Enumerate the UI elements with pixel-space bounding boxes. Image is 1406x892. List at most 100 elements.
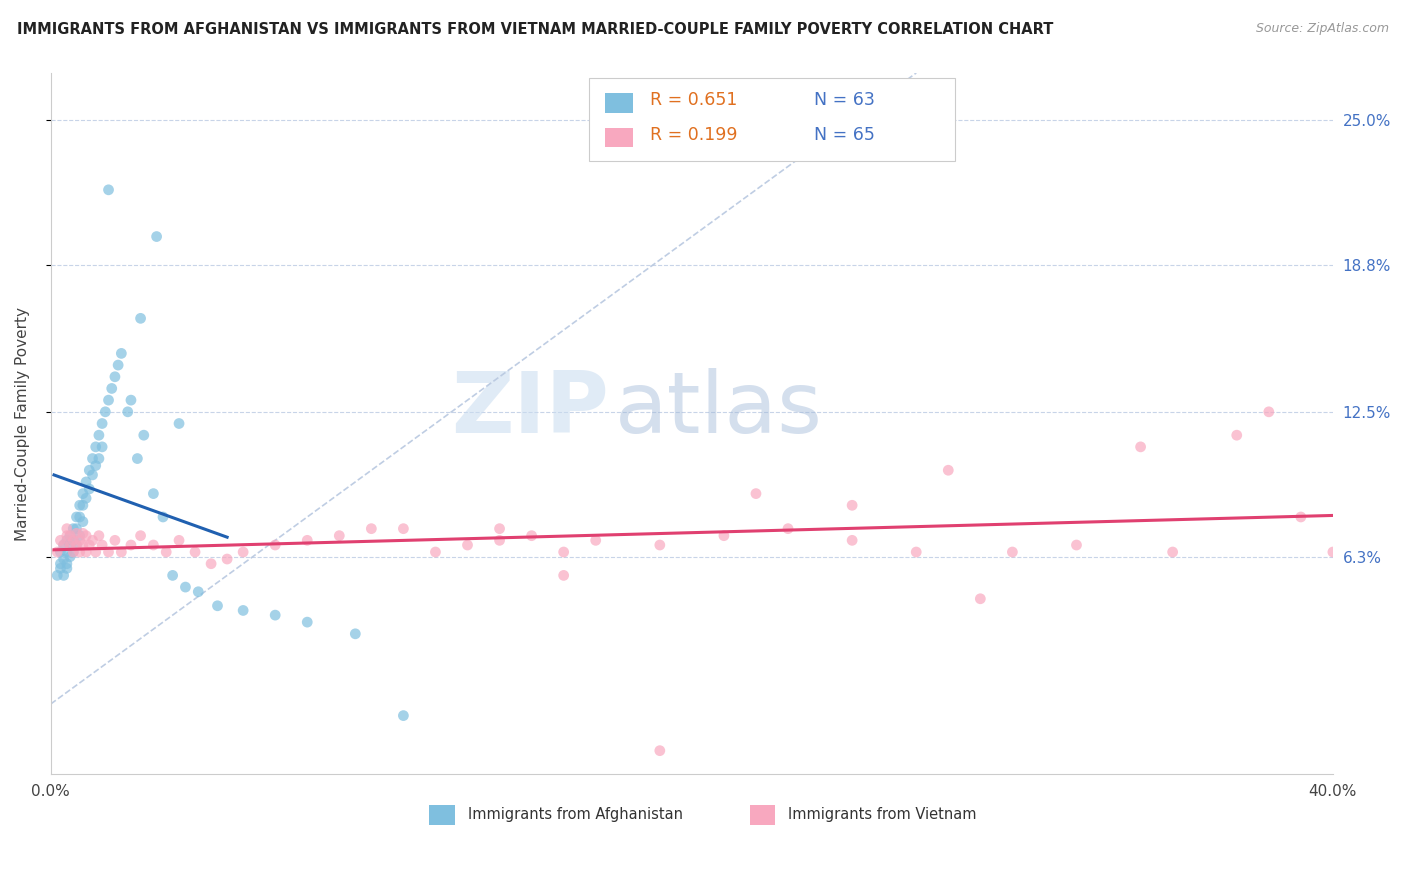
Point: [87, 428, 110, 442]
Point: [72, 526, 94, 541]
Point: [107, 358, 129, 372]
Point: [56, 522, 79, 536]
Point: [94, 405, 117, 419]
Bar: [429, 805, 454, 824]
Point: [56, 561, 79, 575]
Point: [104, 533, 127, 548]
Point: [62, 533, 84, 548]
Point: [59, 549, 82, 564]
Point: [142, 538, 165, 552]
Point: [776, 522, 799, 536]
Point: [360, 522, 382, 536]
Point: [110, 545, 132, 559]
Point: [162, 568, 184, 582]
Point: [155, 545, 177, 559]
Text: N = 63: N = 63: [814, 91, 875, 109]
Point: [174, 580, 197, 594]
Point: [69, 529, 91, 543]
Point: [75, 475, 97, 489]
Point: [72, 538, 94, 552]
Point: [232, 545, 254, 559]
Point: [129, 311, 152, 326]
Point: [1161, 545, 1184, 559]
Point: [585, 533, 607, 548]
Point: [344, 627, 367, 641]
Point: [127, 451, 149, 466]
Point: [65, 538, 87, 552]
Point: [75, 545, 97, 559]
Point: [745, 486, 768, 500]
Point: [905, 545, 928, 559]
Point: [1001, 545, 1024, 559]
Point: [84, 545, 107, 559]
Point: [328, 529, 350, 543]
Point: [117, 405, 139, 419]
Point: [56, 557, 79, 571]
Point: [167, 533, 190, 548]
Point: [69, 510, 91, 524]
Point: [713, 529, 735, 543]
Point: [648, 538, 671, 552]
Point: [1066, 538, 1088, 552]
Point: [841, 498, 863, 512]
Point: [969, 591, 991, 606]
Point: [91, 440, 114, 454]
Point: [1226, 428, 1249, 442]
Point: [52, 552, 75, 566]
Text: atlas: atlas: [614, 368, 823, 451]
Point: [59, 529, 82, 543]
Point: [72, 486, 94, 500]
Point: [49, 533, 72, 548]
Point: [97, 393, 120, 408]
Point: [152, 510, 174, 524]
Point: [59, 529, 82, 543]
Point: [79, 482, 101, 496]
Point: [82, 451, 104, 466]
Point: [264, 608, 287, 623]
Point: [120, 393, 142, 408]
Point: [232, 603, 254, 617]
Point: [936, 463, 959, 477]
Point: [97, 183, 120, 197]
Point: [264, 538, 287, 552]
Point: [79, 463, 101, 477]
Point: [648, 744, 671, 758]
Point: [553, 568, 575, 582]
Point: [65, 526, 87, 541]
Point: [84, 458, 107, 473]
Point: [49, 557, 72, 571]
Point: [62, 545, 84, 559]
Point: [52, 568, 75, 582]
Bar: [605, 93, 633, 112]
Point: [65, 522, 87, 536]
Text: IMMIGRANTS FROM AFGHANISTAN VS IMMIGRANTS FROM VIETNAM MARRIED-COUPLE FAMILY POV: IMMIGRANTS FROM AFGHANISTAN VS IMMIGRANT…: [17, 22, 1053, 37]
Point: [52, 538, 75, 552]
Point: [520, 529, 543, 543]
Point: [69, 498, 91, 512]
Point: [425, 545, 447, 559]
Point: [84, 440, 107, 454]
Point: [129, 529, 152, 543]
FancyBboxPatch shape: [589, 78, 955, 161]
Point: [142, 486, 165, 500]
Point: [167, 417, 190, 431]
Point: [65, 510, 87, 524]
Point: [553, 545, 575, 559]
Text: R = 0.651: R = 0.651: [650, 91, 737, 109]
Point: [52, 538, 75, 552]
Point: [59, 538, 82, 552]
Point: [120, 538, 142, 552]
Point: [56, 529, 79, 543]
Point: [97, 545, 120, 559]
Point: [59, 538, 82, 552]
Point: [87, 529, 110, 543]
Y-axis label: Married-Couple Family Poverty: Married-Couple Family Poverty: [15, 307, 30, 541]
Point: [207, 599, 229, 613]
Point: [56, 545, 79, 559]
Point: [217, 552, 239, 566]
Point: [1322, 545, 1344, 559]
Point: [104, 369, 127, 384]
Point: [392, 522, 415, 536]
Point: [297, 533, 319, 548]
Text: Source: ZipAtlas.com: Source: ZipAtlas.com: [1256, 22, 1389, 36]
